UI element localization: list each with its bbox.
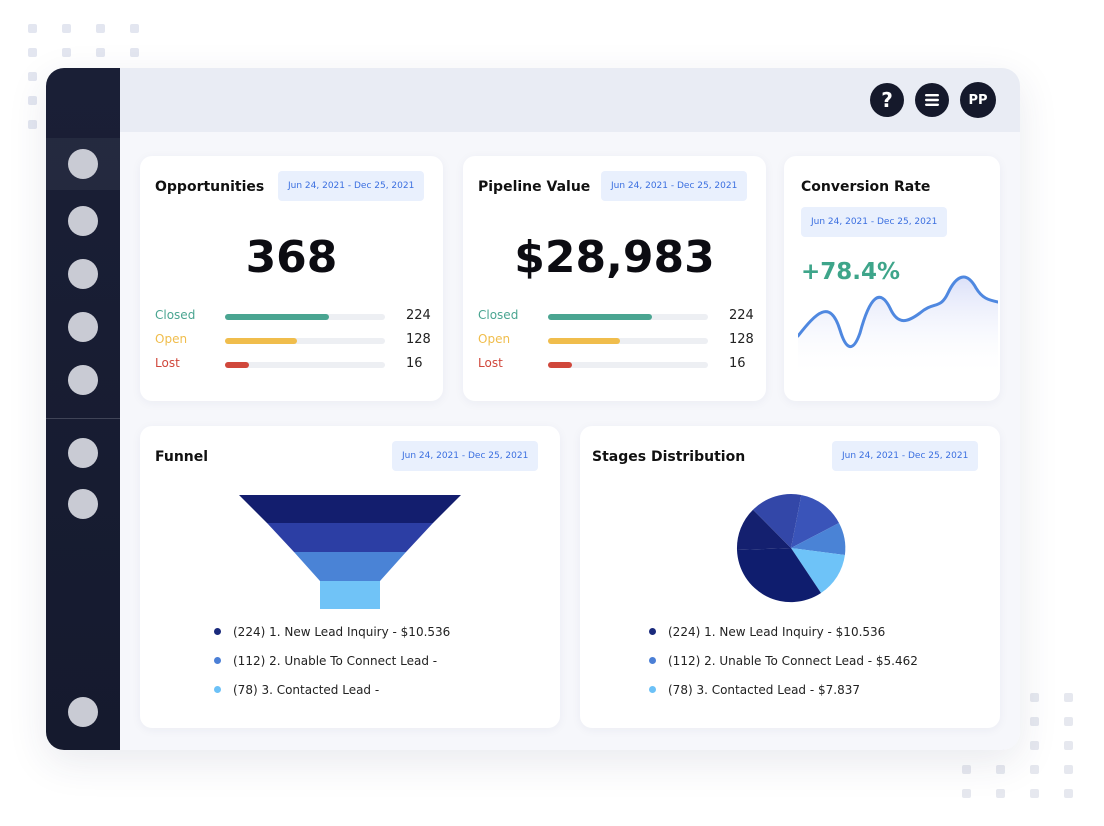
date-range-pill[interactable]: Jun 24, 2021 - Dec 25, 2021 [601,171,748,201]
row-label: Open [155,332,188,346]
pipeline-value-card: Pipeline Value Jun 24, 2021 - Dec 25, 20… [463,156,766,401]
stat-row-closed: Closed 224 [155,308,435,328]
row-count: 224 [406,308,431,323]
conversion-sparkline [798,275,998,378]
row-count: 224 [729,308,754,323]
legend-bullet [214,657,221,664]
pie-slice-mid [753,494,802,548]
stages-distribution-card: Stages Distribution Jun 24, 2021 - Dec 2… [580,426,1000,728]
legend-bullet [214,686,221,693]
row-count: 128 [729,332,754,347]
card-title: Conversion Rate [801,179,931,195]
date-range-pill[interactable]: Jun 24, 2021 - Dec 25, 2021 [278,171,425,201]
card-title: Funnel [155,449,209,465]
progress-fill [548,314,652,320]
legend-bullet [649,657,656,664]
sidebar-nav-item-3[interactable] [68,259,98,289]
funnel-segment-2 [267,523,433,552]
progress-fill [225,362,249,368]
row-count: 16 [729,356,746,371]
sidebar [46,68,120,750]
sparkline-line [798,275,998,348]
row-count: 16 [406,356,423,371]
sidebar-nav-item-bottom[interactable] [68,697,98,727]
progress-track [548,314,708,320]
funnel-legend-item: (224) 1. New Lead Inquiry - $10.536 [214,625,450,639]
progress-track [225,338,385,344]
stat-row-lost: Lost 16 [478,356,758,376]
pie-slice-accent-blue [791,523,846,555]
legend-text: (112) 2. Unable To Connect Lead - $5.462 [668,654,918,668]
legend-text: (78) 3. Contacted Lead - [233,683,380,697]
stages-legend-item: (224) 1. New Lead Inquiry - $10.536 [649,625,885,639]
user-avatar[interactable]: PP [960,82,996,118]
row-label: Lost [155,356,180,370]
legend-text: (224) 1. New Lead Inquiry - $10.536 [668,625,886,639]
funnel-legend-item: (78) 3. Contacted Lead - [214,683,379,697]
funnel-card: Funnel Jun 24, 2021 - Dec 25, 2021 (224)… [140,426,560,728]
progress-track [548,338,708,344]
pie-slice-light-blue [791,548,845,593]
conversion-value: +78.4% [801,259,901,285]
card-title: Stages Distribution [592,449,746,465]
card-title: Pipeline Value [478,179,591,195]
row-count: 128 [406,332,431,347]
hamburger-menu-icon[interactable] [915,83,949,117]
row-label: Lost [478,356,503,370]
row-label: Closed [155,308,196,322]
progress-fill [548,362,572,368]
funnel-legend-item: (112) 2. Unable To Connect Lead - [214,654,437,668]
funnel-segment-3 [294,552,406,581]
progress-track [548,362,708,368]
menu-lines-icon [925,94,939,106]
sidebar-nav-item-4[interactable] [68,312,98,342]
stat-row-open: Open 128 [155,332,435,352]
stages-pie-chart [736,494,846,603]
date-range-pill[interactable]: Jun 24, 2021 - Dec 25, 2021 [392,441,539,471]
legend-bullet [649,628,656,635]
card-title: Opportunities [155,179,265,195]
app-window: ? PP Opportunities Jun 24, 2021 - Dec 25… [46,68,1020,750]
opportunities-total: 368 [245,232,338,283]
sidebar-nav-item-7[interactable] [68,489,98,519]
date-range-pill[interactable]: Jun 24, 2021 - Dec 25, 2021 [801,207,948,237]
stages-legend-item: (78) 3. Contacted Lead - $7.837 [649,683,860,697]
funnel-chart [239,495,461,609]
stat-row-open: Open 128 [478,332,758,352]
main-content: ? PP Opportunities Jun 24, 2021 - Dec 25… [120,68,1020,750]
funnel-segment-1 [239,495,461,523]
sparkline-area [798,277,998,378]
progress-fill [548,338,620,344]
row-label: Open [478,332,511,346]
pie-slice-top-right [791,495,839,548]
row-label: Closed [478,308,519,322]
legend-bullet [649,686,656,693]
legend-text: (224) 1. New Lead Inquiry - $10.536 [233,625,451,639]
sidebar-nav-item-6[interactable] [68,438,98,468]
sidebar-nav-item-5[interactable] [68,365,98,395]
date-range-pill[interactable]: Jun 24, 2021 - Dec 25, 2021 [832,441,979,471]
progress-track [225,362,385,368]
sidebar-nav-item-2[interactable] [68,206,98,236]
progress-fill [225,338,297,344]
legend-text: (78) 3. Contacted Lead - $7.837 [668,683,860,697]
help-icon[interactable]: ? [870,83,904,117]
stages-legend-item: (112) 2. Unable To Connect Lead - $5.462 [649,654,918,668]
sidebar-nav-item-1[interactable] [68,149,98,179]
legend-text: (112) 2. Unable To Connect Lead - [233,654,438,668]
sidebar-divider [46,418,120,419]
stat-row-lost: Lost 16 [155,356,435,376]
funnel-segment-4 [320,581,380,609]
progress-track [225,314,385,320]
stat-row-closed: Closed 224 [478,308,758,328]
progress-fill [225,314,329,320]
legend-bullet [214,628,221,635]
opportunities-card: Opportunities Jun 24, 2021 - Dec 25, 202… [140,156,443,401]
pipeline-total: $28,983 [514,232,715,283]
pie-slice-navy [737,548,821,603]
pie-slice-navy-2 [736,509,791,550]
conversion-rate-card: Conversion Rate Jun 24, 2021 - Dec 25, 2… [784,156,1000,401]
top-bar: ? PP [120,68,1020,132]
